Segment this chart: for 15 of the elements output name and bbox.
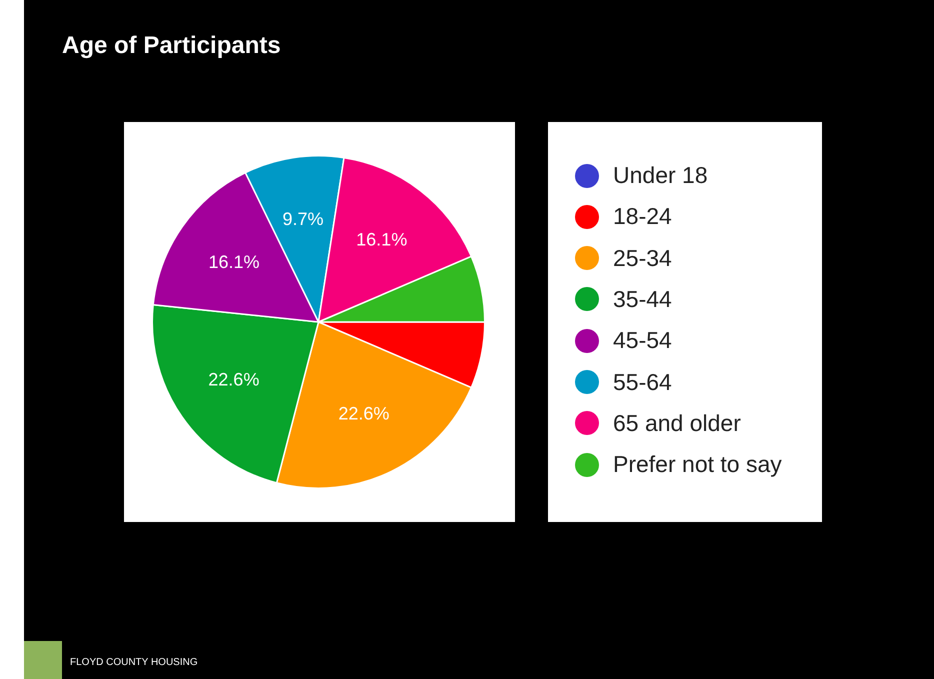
legend-label: Under 18 xyxy=(613,162,708,189)
legend-label: 45-54 xyxy=(613,327,672,354)
data-label: 9.7% xyxy=(282,209,324,230)
data-label: 16.1% xyxy=(356,230,408,250)
data-label: 22.6% xyxy=(338,404,390,424)
chart-title: Age of Participants xyxy=(62,32,281,60)
legend-label: 35-44 xyxy=(613,286,672,313)
legend-label: Prefer not to say xyxy=(613,451,782,478)
legend-label: 65 and older xyxy=(613,410,741,437)
legend-label: 55-64 xyxy=(613,368,672,396)
data-label: 16.1% xyxy=(208,252,260,272)
data-label: 22.6% xyxy=(208,370,260,390)
legend-label: 25-34 xyxy=(613,244,672,272)
text: FLOYD COUNTY HOUSING xyxy=(70,657,198,668)
legend-label: 18-24 xyxy=(613,203,672,230)
